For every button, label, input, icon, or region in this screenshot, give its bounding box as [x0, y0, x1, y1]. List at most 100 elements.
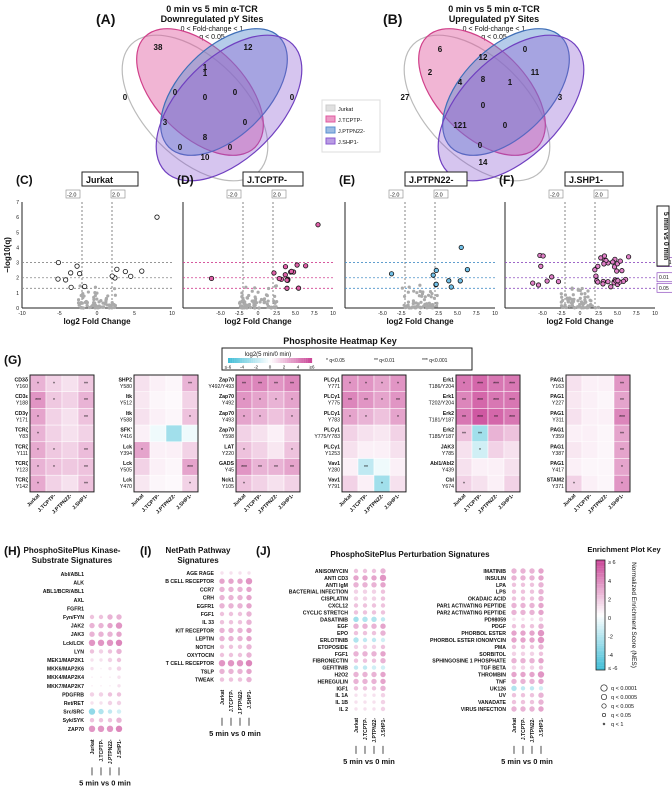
- heatmap-cell: [581, 458, 599, 476]
- enrichment-dot: [115, 639, 123, 646]
- enrichment-dot: [106, 639, 114, 646]
- enrichment-dot: [91, 607, 93, 610]
- heatmap-scale-tick: ≤-6: [225, 365, 232, 370]
- heatmap-sig-mark: *: [243, 398, 245, 404]
- enrichment-dot: [246, 603, 252, 609]
- volcano-sig-point: [592, 267, 598, 273]
- heatmap-row-label: PLCγ1: [324, 444, 340, 450]
- volcano-point: [106, 294, 110, 298]
- volcano-xtick: 5.0: [614, 311, 621, 317]
- venn-a-tcptp: [136, 28, 264, 156]
- heatmap-row-label: PAG1: [550, 461, 564, 467]
- heatmap-scale-cell: [236, 358, 239, 363]
- enrichment-q-label: q < 1: [611, 722, 623, 728]
- volcano-sig-point: [303, 263, 309, 269]
- volcano-point: [573, 306, 577, 310]
- enrichment-dot: [520, 665, 526, 670]
- enrichment-key-cell: [596, 568, 605, 572]
- heatmap-row-label: SHP2: [118, 378, 132, 384]
- panel-h-title: PhosphoSitePlus Kinase-: [24, 546, 121, 555]
- legend-label: J.SHP1-: [338, 140, 359, 146]
- heatmap-cell: [389, 458, 407, 476]
- enrichment-row-label: Lck/LCK: [63, 641, 84, 647]
- enrichment-key-cell: [596, 661, 605, 664]
- volcano-point: [95, 297, 99, 301]
- enrichment-dot: [115, 622, 123, 629]
- heatmap-scale-label: log2(5 min/0 min): [245, 352, 291, 358]
- enrichment-key-cell: [596, 584, 605, 587]
- enrichment-dot: [100, 581, 102, 584]
- heatmap-cell: [357, 424, 375, 443]
- heatmap-col-label: J.SHP1-: [71, 493, 89, 511]
- heatmap-row-label: Y123: [16, 468, 28, 474]
- enrichment-dot: [371, 603, 377, 608]
- heatmap-cell: [597, 374, 615, 392]
- heatmap-cell: [581, 441, 599, 459]
- enrichment-dot: [529, 582, 535, 587]
- enrichment-row-label: TNF: [496, 679, 506, 685]
- enrichment-dot: [118, 581, 120, 584]
- heatmap-sig-mark: *: [463, 381, 465, 387]
- enrichment-dot: [116, 614, 122, 620]
- enrichment-dot: [89, 622, 95, 629]
- volcano-point: [559, 292, 563, 296]
- enrichment-row-label: FGF1: [201, 612, 214, 618]
- enrichment-dot: [511, 651, 517, 656]
- enrichment-dot: [109, 598, 111, 601]
- volcano-point: [582, 301, 586, 306]
- volcano-sig-point: [430, 272, 436, 278]
- heatmap-row-label: TCRζ: [15, 428, 29, 434]
- venn-count: 0: [178, 143, 183, 152]
- enrichment-dot: [89, 649, 95, 654]
- heatmap-sig-mark: *: [243, 415, 245, 421]
- enrichment-dot: [380, 685, 386, 691]
- heatmap-cell: [149, 458, 167, 476]
- volcano-sig-point: [74, 263, 80, 269]
- volcano-point: [435, 301, 439, 305]
- enrichment-dot: [538, 623, 544, 629]
- enrichment-key-cell: [596, 663, 605, 666]
- enrichment-dot: [117, 675, 121, 679]
- enrichment-row-label: KIT RECEPTOR: [175, 628, 214, 634]
- volcano-xtick: 0: [419, 311, 422, 317]
- enrichment-row-label: THROMBIN: [478, 673, 506, 679]
- enrichment-row-label: LYN: [74, 649, 84, 655]
- enrichment-dot: [511, 568, 517, 574]
- volcano-title: Jurkat: [86, 175, 113, 185]
- heatmap-row-label: Y160: [16, 384, 28, 390]
- heatmap-sig-mark: ***: [187, 465, 193, 471]
- enrichment-dot: [511, 589, 517, 594]
- enrichment-dot: [380, 582, 386, 588]
- enrichment-dot: [537, 636, 545, 644]
- heatmap-cell: [565, 391, 583, 409]
- volcano-point: [589, 299, 593, 303]
- heatmap-sig-mark: *: [189, 415, 191, 421]
- enrichment-dot: [372, 700, 376, 704]
- enrichment-row-label: H2O2: [334, 673, 348, 679]
- heatmap-row-label: Y470: [120, 484, 132, 490]
- heatmap-cell: [357, 474, 375, 493]
- volcano-point: [93, 290, 97, 295]
- heatmap-row-label: Lck: [123, 444, 132, 450]
- enrichment-dot: [520, 602, 526, 609]
- enrichment-dot: [511, 575, 517, 581]
- heatmap-cell: [597, 424, 615, 443]
- heatmap-sig-mark: ***: [35, 398, 41, 404]
- enrichment-dot: [538, 706, 544, 712]
- heatmap-row-label: Y105: [222, 484, 234, 490]
- volcano-sig-point: [540, 253, 546, 259]
- enrichment-key-cell: [596, 560, 605, 563]
- heatmap-sig-mark: **: [620, 431, 624, 437]
- enrichment-row-label: T CELL RECEPTOR: [166, 661, 214, 667]
- enrichment-key-cell: [596, 665, 605, 668]
- heatmap-letter: (G): [4, 353, 21, 367]
- heatmap-row-label: Erk1: [443, 378, 454, 384]
- enrichment-dot: [529, 575, 535, 581]
- heatmap-row-label: TCRζ: [15, 478, 29, 484]
- heatmap-cell: [581, 374, 599, 392]
- enrichment-dot: [108, 666, 112, 671]
- enrichment-dot: [106, 725, 114, 732]
